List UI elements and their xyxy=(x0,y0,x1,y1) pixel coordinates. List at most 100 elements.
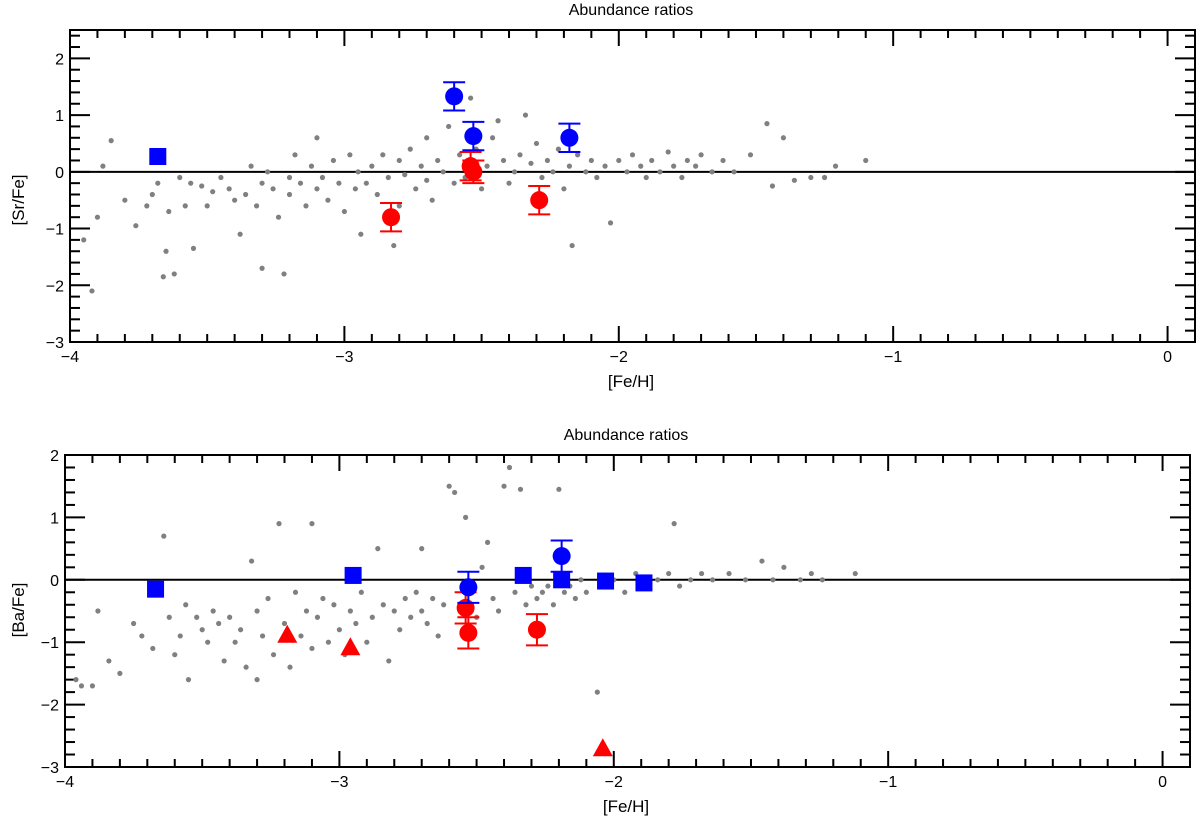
field-star-point xyxy=(130,620,137,627)
field-star-point xyxy=(89,288,95,294)
field-star-point xyxy=(544,157,551,164)
blue-circle-point xyxy=(445,87,464,106)
field-star-point xyxy=(808,570,814,577)
field-star-point xyxy=(314,186,320,192)
field-star-point xyxy=(808,174,814,181)
field-star-point xyxy=(232,197,238,203)
blue-circle-point xyxy=(464,127,483,146)
y-tick-label: −3 xyxy=(46,335,64,352)
field-star-point xyxy=(424,620,430,627)
field-star-point xyxy=(177,174,183,181)
field-star-point xyxy=(402,172,408,178)
field-star-point xyxy=(286,191,293,198)
field-star-point xyxy=(309,521,315,527)
field-star-point xyxy=(583,169,589,175)
x-tick-label: −4 xyxy=(61,349,79,366)
field-star-point xyxy=(556,486,562,492)
field-star-point xyxy=(369,163,375,169)
field-star-point xyxy=(602,163,608,169)
field-star-point xyxy=(163,248,169,254)
panel-title: Abundance ratios xyxy=(569,2,694,19)
blue-circle-point xyxy=(560,128,579,147)
field-star-point xyxy=(440,169,446,175)
panel-sr-fe: Abundance ratios [Fe/H] [Sr/Fe] −4 −3 −2 −1… xyxy=(9,2,1196,391)
field-star-point xyxy=(484,163,490,169)
y-tick-label: 2 xyxy=(50,448,59,465)
blue-square-point xyxy=(147,580,165,598)
field-star-point xyxy=(523,602,529,608)
blue-square-point xyxy=(635,574,653,592)
field-star-point xyxy=(463,514,469,521)
red-circle-point xyxy=(530,191,549,210)
field-star-point xyxy=(303,608,310,614)
field-star-point xyxy=(517,486,524,492)
field-star-point xyxy=(446,123,452,130)
field-star-point xyxy=(265,595,271,602)
field-star-point xyxy=(671,521,677,527)
x-tick-label: −2 xyxy=(605,774,623,791)
field-star-point xyxy=(363,180,369,186)
red-triangle-point xyxy=(340,637,361,656)
field-star-point xyxy=(396,157,402,164)
field-star-point xyxy=(797,577,803,583)
field-star-point xyxy=(386,658,392,664)
field-star-point xyxy=(210,189,216,195)
field-star-point xyxy=(309,645,315,652)
field-star-point xyxy=(254,608,260,614)
field-star-point xyxy=(259,180,265,186)
field-star-point xyxy=(863,157,869,164)
field-star-point xyxy=(259,633,266,639)
field-star-point xyxy=(819,577,825,583)
field-star-point xyxy=(325,197,331,203)
y-tick-label: 0 xyxy=(50,573,59,590)
field-star-point xyxy=(248,558,255,564)
field-star-point xyxy=(380,152,386,158)
blue-square-point xyxy=(553,571,571,589)
y-tick-label: 2 xyxy=(55,51,64,68)
field-star-point xyxy=(698,570,705,577)
field-star-point xyxy=(331,602,337,608)
x-axis-label: [Fe/H] xyxy=(608,372,654,391)
field-star-point xyxy=(583,589,589,595)
field-star-point xyxy=(325,639,332,645)
field-star-point xyxy=(287,664,293,670)
field-star-point xyxy=(457,152,463,158)
field-star-point xyxy=(594,174,600,181)
field-star-point xyxy=(684,157,690,164)
field-star-point xyxy=(624,169,630,175)
field-star-point xyxy=(314,614,321,620)
field-star-point xyxy=(528,583,535,589)
field-star-point xyxy=(534,595,540,602)
field-star-point xyxy=(94,214,101,220)
panel-title: Abundance ratios xyxy=(564,427,689,444)
field-star-point xyxy=(353,620,359,627)
field-star-point xyxy=(369,614,375,620)
field-star-point xyxy=(204,203,210,209)
field-star-point xyxy=(248,163,254,169)
field-star-point xyxy=(484,539,491,545)
y-tick-label: −2 xyxy=(41,698,59,715)
field-star-point xyxy=(698,152,704,158)
field-star-point xyxy=(575,152,581,158)
field-star-point xyxy=(216,620,222,627)
field-star-point xyxy=(160,274,166,280)
field-star-point xyxy=(308,163,315,169)
field-star-point xyxy=(286,174,293,181)
field-star-point xyxy=(73,677,79,683)
field-star-point xyxy=(478,186,485,192)
y-tick-label: −3 xyxy=(41,760,59,777)
field-star-point xyxy=(355,169,361,175)
field-star-point xyxy=(139,633,145,639)
field-star-point xyxy=(441,602,447,608)
field-star-point xyxy=(720,157,726,164)
x-tick-label: −2 xyxy=(610,349,628,366)
field-star-point xyxy=(489,135,496,141)
field-star-point xyxy=(210,608,216,614)
field-star-point xyxy=(629,152,636,158)
field-star-point xyxy=(78,683,85,689)
field-star-point xyxy=(185,677,192,683)
x-tick-label: −3 xyxy=(330,774,348,791)
field-star-point xyxy=(391,608,397,614)
field-star-point xyxy=(638,163,644,169)
